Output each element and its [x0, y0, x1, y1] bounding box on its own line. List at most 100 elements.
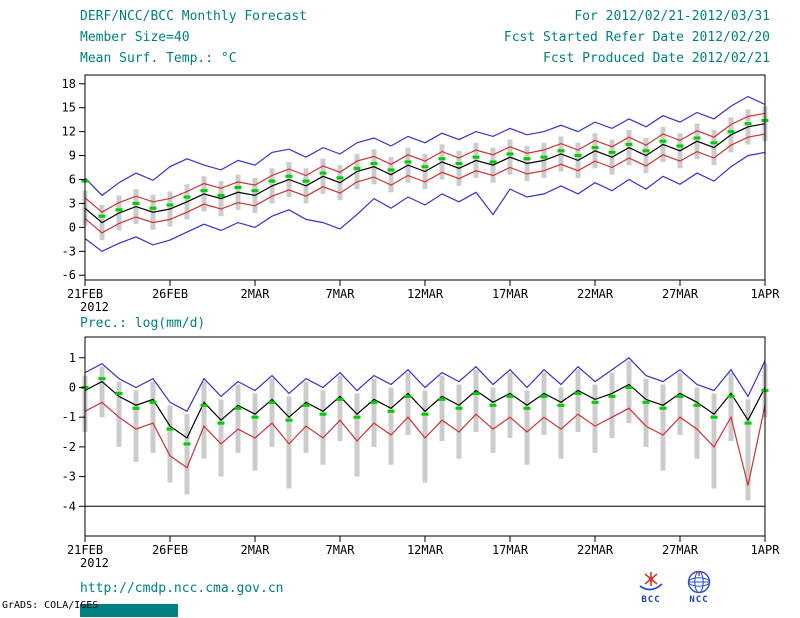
climatology-marker — [98, 377, 106, 381]
y-tick-label: -3 — [62, 244, 76, 258]
y-tick-label: 0 — [69, 220, 76, 234]
accent-bar — [80, 604, 178, 617]
bcc-logo-icon — [639, 572, 663, 591]
x-tick-label: 7MAR — [326, 543, 356, 557]
x-tick-sublabel: 2012 — [80, 556, 109, 570]
x-tick-label: 26FEB — [152, 543, 188, 557]
climatology-marker — [642, 400, 650, 404]
forecast-range-label: For 2012/02/21-2012/03/31 — [574, 9, 770, 24]
ensemble-spread-bar — [592, 384, 598, 453]
climatology-marker — [353, 415, 361, 419]
climatology-marker — [676, 144, 684, 148]
climatology-marker — [506, 152, 514, 156]
climatology-marker — [676, 394, 684, 398]
x-tick-label: 12MAR — [407, 287, 444, 301]
climatology-marker — [285, 418, 293, 422]
climatology-marker — [472, 155, 480, 159]
climatology-marker — [200, 403, 208, 407]
ensemble-spread-bar — [201, 381, 207, 459]
x-tick-label: 22MAR — [577, 287, 614, 301]
climatology-marker — [421, 412, 429, 416]
climatology-marker — [200, 189, 208, 193]
x-tick-label: 17MAR — [492, 287, 529, 301]
climatology-marker — [319, 412, 327, 416]
x-tick-label: 7MAR — [326, 287, 356, 301]
lower-bound-line — [84, 401, 766, 486]
climatology-marker — [710, 415, 718, 419]
ensemble-spread-bar — [677, 372, 683, 436]
x-tick-label: 2MAR — [241, 543, 271, 557]
max-member-line — [84, 95, 766, 197]
grads-credit: GrADS: COLA/IGES — [2, 600, 99, 611]
ensemble-spread-bar — [388, 387, 394, 465]
y-tick-label: 18 — [62, 77, 76, 91]
climatology-marker — [659, 406, 667, 410]
climatology-marker — [455, 162, 463, 166]
header-right: For 2012/02/21-2012/03/31 Fcst Started R… — [504, 9, 770, 66]
climatology-marker — [404, 394, 412, 398]
ensemble-spread-bar — [150, 381, 156, 453]
x-tick-label: 26FEB — [152, 287, 188, 301]
ensemble-spread-bar — [473, 369, 479, 433]
climatology-marker — [455, 406, 463, 410]
x-tick-sublabel: 2012 — [80, 300, 109, 314]
ensemble-spread-bar — [439, 375, 445, 441]
climatology-marker — [472, 391, 480, 395]
climatology-marker — [387, 168, 395, 172]
climatology-marker — [506, 394, 514, 398]
y-tick-label: 15 — [62, 101, 76, 115]
climatology-marker — [132, 201, 140, 205]
y-tick-label: 12 — [62, 125, 76, 139]
ensemble-spread-bar — [235, 384, 241, 453]
climatology-marker — [608, 394, 616, 398]
climatology-marker — [438, 397, 446, 401]
ensemble-spread-bar — [711, 393, 717, 489]
ensemble-spread-bar — [354, 393, 360, 477]
climatology-marker — [489, 403, 497, 407]
y-tick-label: -1 — [62, 410, 76, 424]
member-size-label: Member Size=40 — [80, 30, 190, 45]
x-tick-label: 17MAR — [492, 543, 529, 557]
x-tick-label: 21FEB — [67, 543, 103, 557]
y-tick-label: -6 — [62, 268, 76, 282]
ensemble-spread-bar — [558, 387, 564, 459]
ensemble-spread-bar — [541, 372, 547, 436]
x-tick-label: 22MAR — [577, 543, 614, 557]
ensemble-spread-bar — [218, 399, 224, 477]
climatology-marker — [149, 206, 157, 210]
ensemble-spread-bar — [745, 399, 751, 501]
climatology-marker — [438, 157, 446, 161]
page-title: DERF/NCC/BCC Monthly Forecast — [80, 9, 307, 24]
climatology-marker — [268, 179, 276, 183]
climatology-marker — [625, 142, 633, 146]
climatology-marker — [115, 208, 123, 212]
ensemble-spread-bar — [456, 384, 462, 459]
ensemble-spread-bar — [252, 393, 258, 471]
climatology-marker — [693, 403, 701, 407]
climatology-marker — [251, 189, 259, 193]
x-tick-label: 1APR — [751, 287, 781, 301]
refer-date-label: Fcst Started Refer Date 2012/02/20 — [503, 30, 770, 45]
climatology-marker — [523, 157, 531, 161]
lower-bound-line — [84, 133, 766, 234]
climatology-marker — [217, 193, 225, 197]
ensemble-spread-bar — [643, 378, 649, 447]
ensemble-spread-bar — [116, 381, 122, 447]
prec-var-label: Prec.: log(mm/d) — [80, 316, 206, 331]
y-tick-label: 0 — [69, 380, 76, 394]
y-tick-label: 3 — [69, 196, 76, 210]
climatology-marker — [625, 385, 633, 389]
ensemble-spread-bar — [286, 396, 292, 489]
ncc-logo-icon — [687, 570, 711, 594]
ensemble-spread-bar — [405, 372, 411, 436]
y-tick-label: 1 — [69, 351, 76, 365]
ensemble-mean-line — [84, 380, 766, 439]
climatology-marker — [149, 400, 157, 404]
climatology-marker — [523, 406, 531, 410]
ensemble-spread-bar — [184, 414, 190, 495]
climatology-marker — [234, 185, 242, 189]
climatology-marker — [693, 136, 701, 140]
climatology-marker — [285, 174, 293, 178]
x-tick-label: 1APR — [751, 543, 781, 557]
